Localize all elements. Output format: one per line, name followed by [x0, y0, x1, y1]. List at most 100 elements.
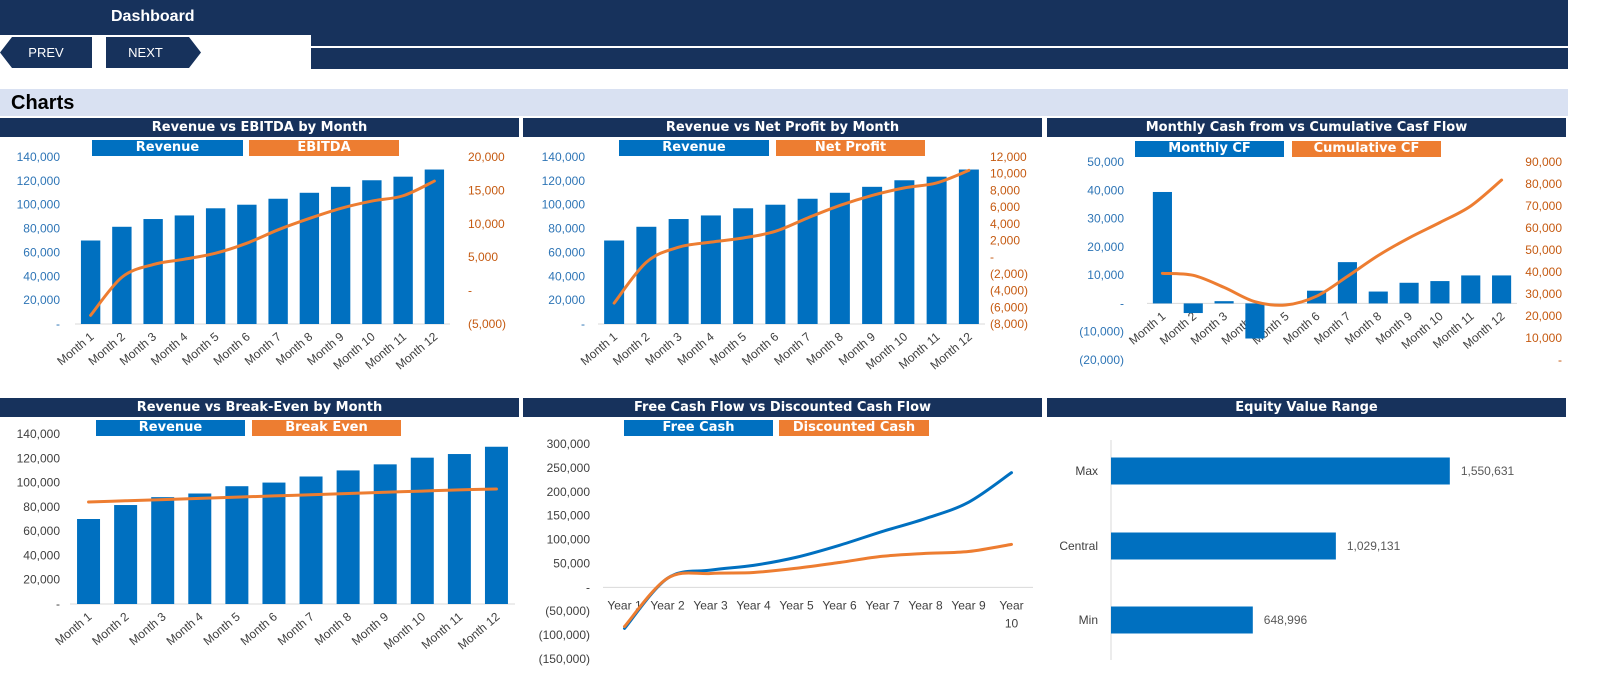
y-left-tick-label: 150,000: [547, 509, 591, 523]
bar-monthly-cf: [1492, 275, 1512, 304]
y-left-tick-label: 120,000: [17, 174, 61, 188]
category-label: Max: [1075, 464, 1098, 478]
y-right-tick-label: 20,000: [468, 150, 505, 164]
chart-plot: (150,000) (100,000) (50,000) - 50,000 100,000…: [539, 437, 1033, 666]
x-tick-label: Month 5: [201, 609, 243, 648]
category-label: Central: [1059, 539, 1098, 553]
legend-free-cash: Free Cash: [624, 420, 773, 436]
line-cumulative-cf: [1160, 178, 1504, 307]
y-right-tick-label: 70,000: [1525, 199, 1562, 213]
y-right-tick-label: (4,000): [990, 284, 1028, 298]
x-tick-label: Month 1: [52, 609, 94, 648]
bar-revenue: [268, 198, 288, 324]
bar-equity-value: [1111, 606, 1253, 634]
y-left-tick-label: 120,000: [542, 174, 586, 188]
y-right-tick-label: 90,000: [1525, 155, 1562, 169]
y-left-tick-label: 200,000: [547, 485, 591, 499]
bar-revenue: [765, 204, 786, 324]
x-tick-label: Month 3: [126, 609, 168, 648]
y-right-tick-label: 20,000: [1525, 309, 1562, 323]
chart-monthly-vs-cumulative-cf: Monthly Cash from vs Cumulative Casf Flo…: [1047, 118, 1566, 388]
y-right-tick-label: 30,000: [1525, 287, 1562, 301]
chart-plot: - 20,000 40,000 60,000 80,000 100,000 120,000 1…: [542, 150, 1028, 372]
bar-revenue: [373, 464, 397, 604]
legend-ebitda: EBITDA: [249, 140, 399, 156]
bar-equity-value: [1111, 457, 1450, 485]
y-right-tick-label: 15,000: [468, 183, 505, 197]
x-tick-label: Year 2: [650, 598, 685, 612]
y-right-tick-label: 5,000: [468, 250, 498, 264]
y-left-tick-label: -: [1120, 296, 1124, 310]
y-left-tick-label: 80,000: [23, 500, 60, 514]
y-left-tick-label: 100,000: [17, 476, 61, 490]
bar-monthly-cf: [1183, 303, 1203, 314]
next-button[interactable]: NEXT: [106, 37, 201, 68]
y-left-tick-label: (10,000): [1079, 325, 1124, 339]
chart-plot: Max 1,550,631 Central 1,029,131 Min 648,996: [1059, 440, 1515, 660]
bar-revenue: [151, 497, 175, 604]
y-left-tick-label: 140,000: [542, 150, 586, 164]
y-right-tick-label: 80,000: [1525, 177, 1562, 191]
bar-revenue: [80, 240, 101, 324]
bar-monthly-cf: [1461, 275, 1481, 304]
y-left-tick-label: 50,000: [553, 556, 590, 570]
line-break-even: [87, 487, 498, 504]
y-left-tick-label: 140,000: [17, 150, 61, 164]
bar-monthly-cf: [1214, 301, 1234, 304]
y-left-tick-label: (150,000): [539, 652, 590, 666]
y-left-tick-label: 300,000: [547, 437, 591, 451]
bar-revenue: [668, 219, 689, 324]
bar-revenue: [700, 215, 721, 324]
legend-revenue: Revenue: [96, 420, 245, 436]
y-right-tick-label: 6,000: [990, 200, 1020, 214]
page-title: Dashboard: [111, 8, 195, 25]
bar-revenue: [958, 169, 979, 324]
line-discounted-cash: [623, 542, 1013, 629]
y-left-tick-label: 40,000: [548, 269, 585, 283]
x-tick-label: Year 7: [865, 598, 900, 612]
y-left-tick-label: -: [56, 317, 60, 331]
bar-revenue: [862, 186, 883, 324]
chart-revenue-vs-net-profit: Revenue vs Net Profit by Month Revenue N…: [523, 118, 1042, 388]
y-left-tick-label: 100,000: [542, 198, 586, 212]
bar-revenue: [484, 446, 508, 604]
y-left-tick-label: 20,000: [23, 293, 60, 307]
section-title: Charts: [11, 92, 75, 114]
x-tick-label: Month 2: [89, 609, 131, 648]
chart-free-vs-discounted-cash: Free Cash Flow vs Discounted Cash Flow F…: [523, 398, 1042, 678]
x-tick-label: Year 8: [908, 598, 943, 612]
x-tick-label-wrap: 10: [1005, 616, 1019, 630]
bar-revenue: [205, 208, 226, 324]
bar-revenue: [114, 505, 138, 604]
bar-monthly-cf: [1368, 291, 1388, 304]
bar-revenue: [410, 457, 434, 604]
legend-revenue: Revenue: [92, 140, 243, 156]
bar-revenue: [330, 186, 351, 324]
bar-revenue: [447, 454, 471, 604]
chart-title: Revenue vs Break-Even by Month: [0, 398, 519, 417]
y-right-tick-label: 8,000: [990, 183, 1020, 197]
prev-button[interactable]: PREV: [0, 37, 92, 68]
y-left-tick-label: 20,000: [1087, 240, 1124, 254]
bar-revenue: [225, 486, 249, 604]
y-right-tick-label: -: [468, 284, 472, 298]
line-net-profit: [612, 168, 971, 305]
chart-revenue-vs-break-even: Revenue vs Break-Even by Month Revenue B…: [0, 398, 519, 678]
bar-revenue: [894, 180, 915, 324]
bar-revenue: [733, 208, 754, 324]
bar-monthly-cf: [1430, 281, 1450, 304]
y-right-tick-label: (8,000): [990, 317, 1028, 331]
bar-revenue: [829, 192, 850, 324]
chart-title: Revenue vs EBITDA by Month: [0, 118, 519, 137]
y-right-tick-label: 40,000: [1525, 265, 1562, 279]
bar-revenue: [424, 169, 445, 324]
y-right-tick-label: 50,000: [1525, 243, 1562, 257]
chart-title: Free Cash Flow vs Discounted Cash Flow: [523, 398, 1042, 417]
bar-revenue: [362, 180, 382, 324]
y-left-tick-label: 60,000: [548, 245, 585, 259]
x-tick-label: Year 5: [779, 598, 814, 612]
x-tick-label: Month 10: [381, 609, 429, 652]
bar-revenue: [336, 470, 360, 604]
y-left-tick-label: 140,000: [17, 427, 61, 441]
bar-revenue: [237, 204, 257, 324]
